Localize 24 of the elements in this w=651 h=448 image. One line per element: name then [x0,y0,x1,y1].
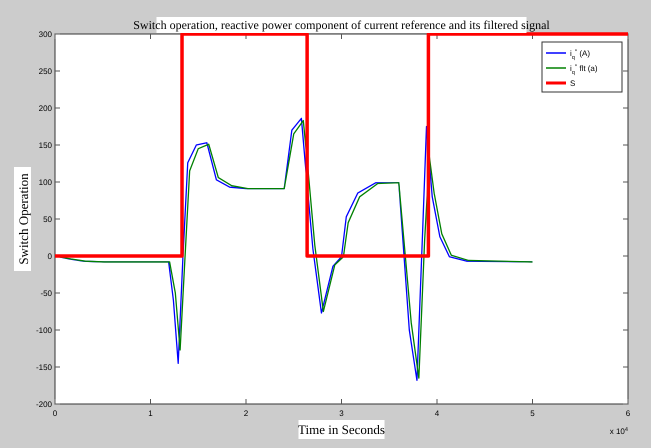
x-tick-label: 5 [530,409,536,418]
y-tick-label: 0 [48,252,53,261]
y-tick-label: -200 [36,400,53,409]
legend-label: i$_{q}$$^{*}$ (A) [570,49,590,61]
chart-title: Switch operation, reactive power component of current reference and its filtered signal [133,18,550,32]
x-tick-label: 1 [148,409,154,418]
y-tick-label: -50 [40,289,53,298]
y-axis-title: Switch Operation [16,172,31,265]
y-tick-label: 50 [43,215,53,224]
legend-label: i$_{q}$$^{*}$ flt (a) [570,64,598,76]
y-tick-label: 150 [38,141,53,150]
x-tick-label: 3 [339,409,344,418]
y-tick-label: 250 [38,67,53,76]
y-tick-label: 200 [38,104,53,113]
x-axis-title: Time in Seconds [298,422,385,437]
x-tick-label: 2 [244,409,249,418]
y-tick-label: 100 [38,178,53,187]
y-tick-label: -100 [36,326,53,335]
y-tick-label: -150 [36,363,53,372]
x-tick-label: 4 [434,409,440,418]
y-tick-label: 300 [38,30,53,39]
legend-label: S [570,79,576,88]
x-tick-label: 6 [626,409,631,418]
text: x 10$^{4}$ [610,427,628,436]
